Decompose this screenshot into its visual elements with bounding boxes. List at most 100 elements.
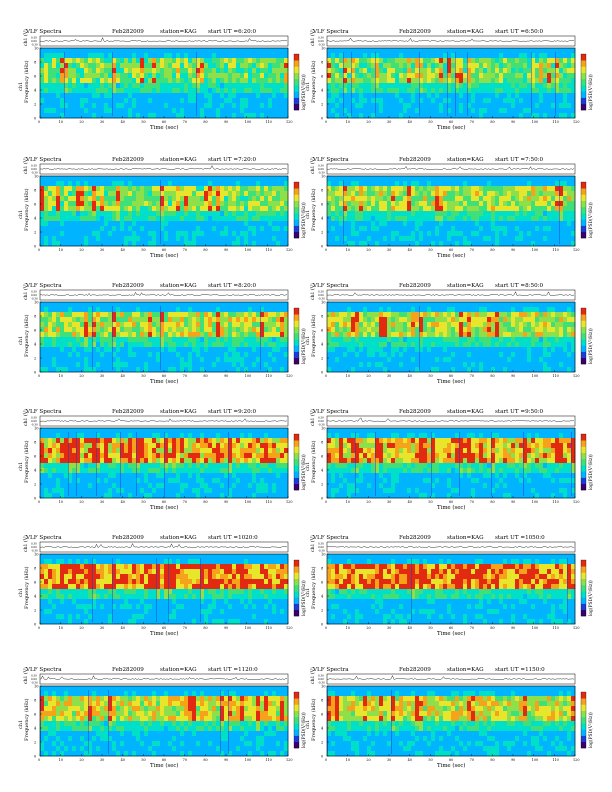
heatmap-cell [112, 73, 117, 79]
heatmap-cell [248, 317, 253, 323]
heatmap-cell [471, 236, 476, 242]
heatmap-cell [236, 113, 241, 119]
heatmap-cell [455, 113, 460, 119]
heatmap-cell [148, 73, 153, 79]
heatmap-cell [399, 93, 404, 99]
heatmap-cell [367, 342, 372, 348]
heatmap-cell [268, 83, 273, 89]
heatmap-cell [479, 103, 484, 109]
heatmap-cell [248, 327, 253, 333]
heatmap-cell [200, 241, 205, 247]
heatmap-cell [72, 113, 77, 119]
heatmap-cell [451, 48, 456, 54]
heatmap-cell [327, 58, 332, 64]
heatmap-cell [128, 93, 133, 99]
heatmap-cell [339, 357, 344, 363]
heatmap-cell [232, 58, 237, 64]
heatmap-cell [96, 63, 101, 69]
heatmap-cell [435, 98, 440, 104]
heatmap-cell [100, 68, 105, 74]
heatmap-cell [212, 347, 217, 353]
heatmap-cell [144, 83, 149, 89]
heatmap-cell [172, 176, 177, 182]
heatmap-cell [363, 181, 368, 187]
heatmap-cell [375, 108, 380, 114]
heatmap-cell [491, 211, 496, 217]
heatmap-cell [415, 83, 420, 89]
heatmap-cell [116, 307, 121, 313]
heatmap-cell [411, 68, 416, 74]
heatmap-cell [188, 98, 193, 104]
heatmap-cell [483, 103, 488, 109]
heatmap-cell [128, 68, 133, 74]
colorbar-segment [294, 206, 299, 214]
heatmap-cell [264, 367, 269, 373]
time-axis-label: Time (sec) [150, 378, 179, 385]
heatmap-cell [519, 196, 524, 202]
heatmap-cell [204, 236, 209, 242]
heatmap-cell [423, 236, 428, 242]
heatmap-cell [503, 78, 508, 84]
heatmap-cell [200, 108, 205, 114]
heatmap-cell [224, 93, 229, 99]
heatmap-cell [256, 362, 261, 368]
heatmap-cell [264, 201, 269, 207]
heatmap-cell [64, 347, 69, 353]
heatmap-cell [136, 221, 141, 227]
heatmap-cell [88, 236, 93, 242]
freq-tick-label: 8 [321, 189, 324, 193]
heatmap-cell [399, 63, 404, 69]
heatmap-cell [100, 98, 105, 104]
heatmap-cell [555, 98, 560, 104]
heatmap-cell [539, 221, 544, 227]
heatmap-cell [220, 332, 225, 338]
heatmap-cell [463, 98, 468, 104]
heatmap-cell [72, 362, 77, 368]
heatmap-cell [136, 58, 141, 64]
heatmap-cell [395, 347, 400, 353]
heatmap-cell [475, 73, 480, 79]
heatmap-cell [523, 216, 528, 222]
heatmap-cell [216, 191, 221, 197]
heatmap-cell [399, 221, 404, 227]
heatmap-cell [132, 352, 137, 358]
heatmap-cell [451, 98, 456, 104]
heatmap-cell [367, 83, 372, 89]
heatmap-cell [284, 342, 289, 348]
heatmap-cell [268, 68, 273, 74]
heatmap-cell [152, 58, 157, 64]
heatmap-cell [136, 362, 141, 368]
heatmap-cell [260, 231, 265, 237]
time-axis-label: Time (sec) [150, 252, 179, 259]
time-tick-label: 0 [38, 374, 40, 378]
freq-tick-label: 0 [34, 371, 37, 375]
heatmap-cell [76, 221, 81, 227]
heatmap-cell [363, 211, 368, 217]
heatmap-cell [72, 367, 77, 373]
heatmap-cell [487, 221, 492, 227]
heatmap-cell [399, 176, 404, 182]
heatmap-cell [411, 103, 416, 109]
heatmap-cell [455, 83, 460, 89]
heatmap-cell [172, 221, 177, 227]
heatmap-cell [527, 226, 532, 232]
heatmap-cell [475, 231, 480, 237]
heatmap-cell [419, 58, 424, 64]
heatmap-cell [475, 236, 480, 242]
heatmap-cell [132, 176, 137, 182]
heatmap-cell [359, 241, 364, 247]
heatmap-cell [431, 48, 436, 54]
heatmap-cell [188, 347, 193, 353]
heatmap-cell [200, 63, 205, 69]
heatmap-cell [543, 78, 548, 84]
heatmap-cell [387, 186, 392, 192]
heatmap-cell [260, 113, 265, 119]
heatmap-cell [463, 211, 468, 217]
heatmap-cell [563, 211, 568, 217]
heatmap-cell [60, 342, 65, 348]
heatmap-cell [60, 78, 65, 84]
heatmap-cell [543, 73, 548, 79]
heatmap-cell [192, 347, 197, 353]
heatmap-cell [507, 78, 512, 84]
heatmap-cell [184, 317, 189, 323]
